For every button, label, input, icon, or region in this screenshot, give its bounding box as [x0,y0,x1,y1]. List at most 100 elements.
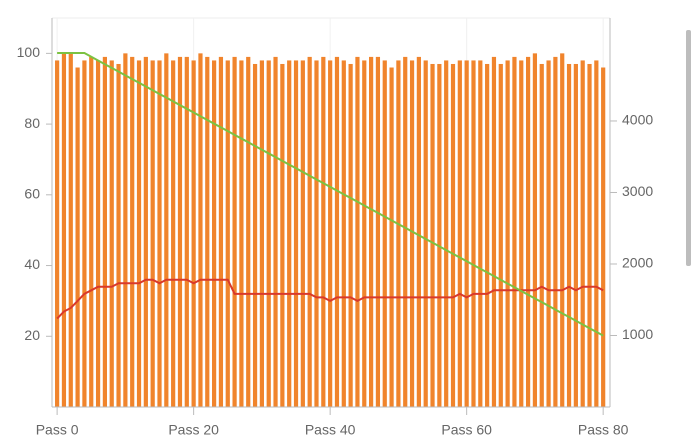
bar [423,60,428,407]
bar [205,56,210,408]
bar [525,56,531,408]
x-tick-label: Pass 40 [305,422,356,438]
bar [566,63,572,408]
bar [519,60,524,407]
bar [396,60,401,407]
bar [300,60,305,407]
bar [580,60,585,407]
bar [123,53,128,407]
bar [505,60,510,407]
bar [416,56,421,408]
bar [75,67,80,407]
bar [498,63,503,408]
bar [212,60,217,407]
bar [348,63,353,408]
bar [307,56,312,408]
x-tick-label: Pass 0 [36,422,79,438]
x-tick-label: Pass 80 [578,422,629,438]
bar [143,56,148,408]
y2-tick-label: 2000 [622,255,653,271]
y2-tick-label: 3000 [622,183,653,199]
x-tick-label: Pass 60 [441,422,492,438]
x-tick-label: Pass 20 [168,422,219,438]
bar [164,53,169,407]
bar [546,60,551,407]
bar [232,56,237,408]
y2-tick-label: 1000 [622,326,653,342]
bar [587,63,592,408]
bar [184,56,189,408]
bar [403,56,408,408]
bar [130,56,135,408]
bar [287,60,292,407]
line [57,52,604,337]
bar [573,63,578,408]
bar [437,63,442,408]
y2-tick-label: 4000 [622,112,653,128]
bar [430,63,435,408]
bar [382,60,387,407]
bar [450,63,456,408]
bar [491,56,497,408]
bar [246,56,251,408]
bar [409,60,415,407]
bar [293,60,299,407]
bar [89,56,94,408]
scrollbar-thumb[interactable] [686,30,691,266]
bar [464,60,469,407]
bar [55,60,60,407]
bar [280,63,285,408]
bar [61,53,67,407]
bar [375,56,381,408]
bar [102,56,107,408]
bar [553,56,558,408]
bar [252,63,258,408]
bar [198,53,203,407]
bar [266,60,271,407]
bar [82,60,87,407]
bar [444,60,449,407]
bar [157,60,162,407]
bar [259,60,264,407]
y-tick-label: 40 [24,256,40,272]
bar [355,56,360,408]
bar [478,60,483,407]
bar [273,56,278,408]
bar [369,56,374,408]
bar [471,60,476,407]
bar [560,53,565,407]
bar [362,60,367,407]
bar [150,60,155,407]
bar [512,56,517,408]
bar [532,53,538,407]
y-tick-label: 60 [24,186,40,202]
line [56,278,604,320]
bar [136,60,142,407]
bar [539,63,544,408]
bar [116,63,121,408]
y-tick-label: 20 [24,327,40,343]
bar [171,60,176,407]
bar [95,60,101,407]
bar [485,63,490,408]
bar [389,67,394,407]
bar [68,53,73,407]
bar [191,60,196,407]
bar [341,60,346,407]
bar [109,60,114,407]
bar [601,67,606,407]
y-tick-label: 80 [24,115,40,131]
bar [225,60,230,407]
bar [177,56,183,408]
bar [328,60,333,407]
bar [239,60,244,407]
bar [321,56,326,408]
bar [457,60,462,407]
y-tick-label: 100 [17,44,41,60]
bar [218,56,224,408]
bar [594,60,599,407]
bar [314,60,319,407]
bar [334,56,340,408]
